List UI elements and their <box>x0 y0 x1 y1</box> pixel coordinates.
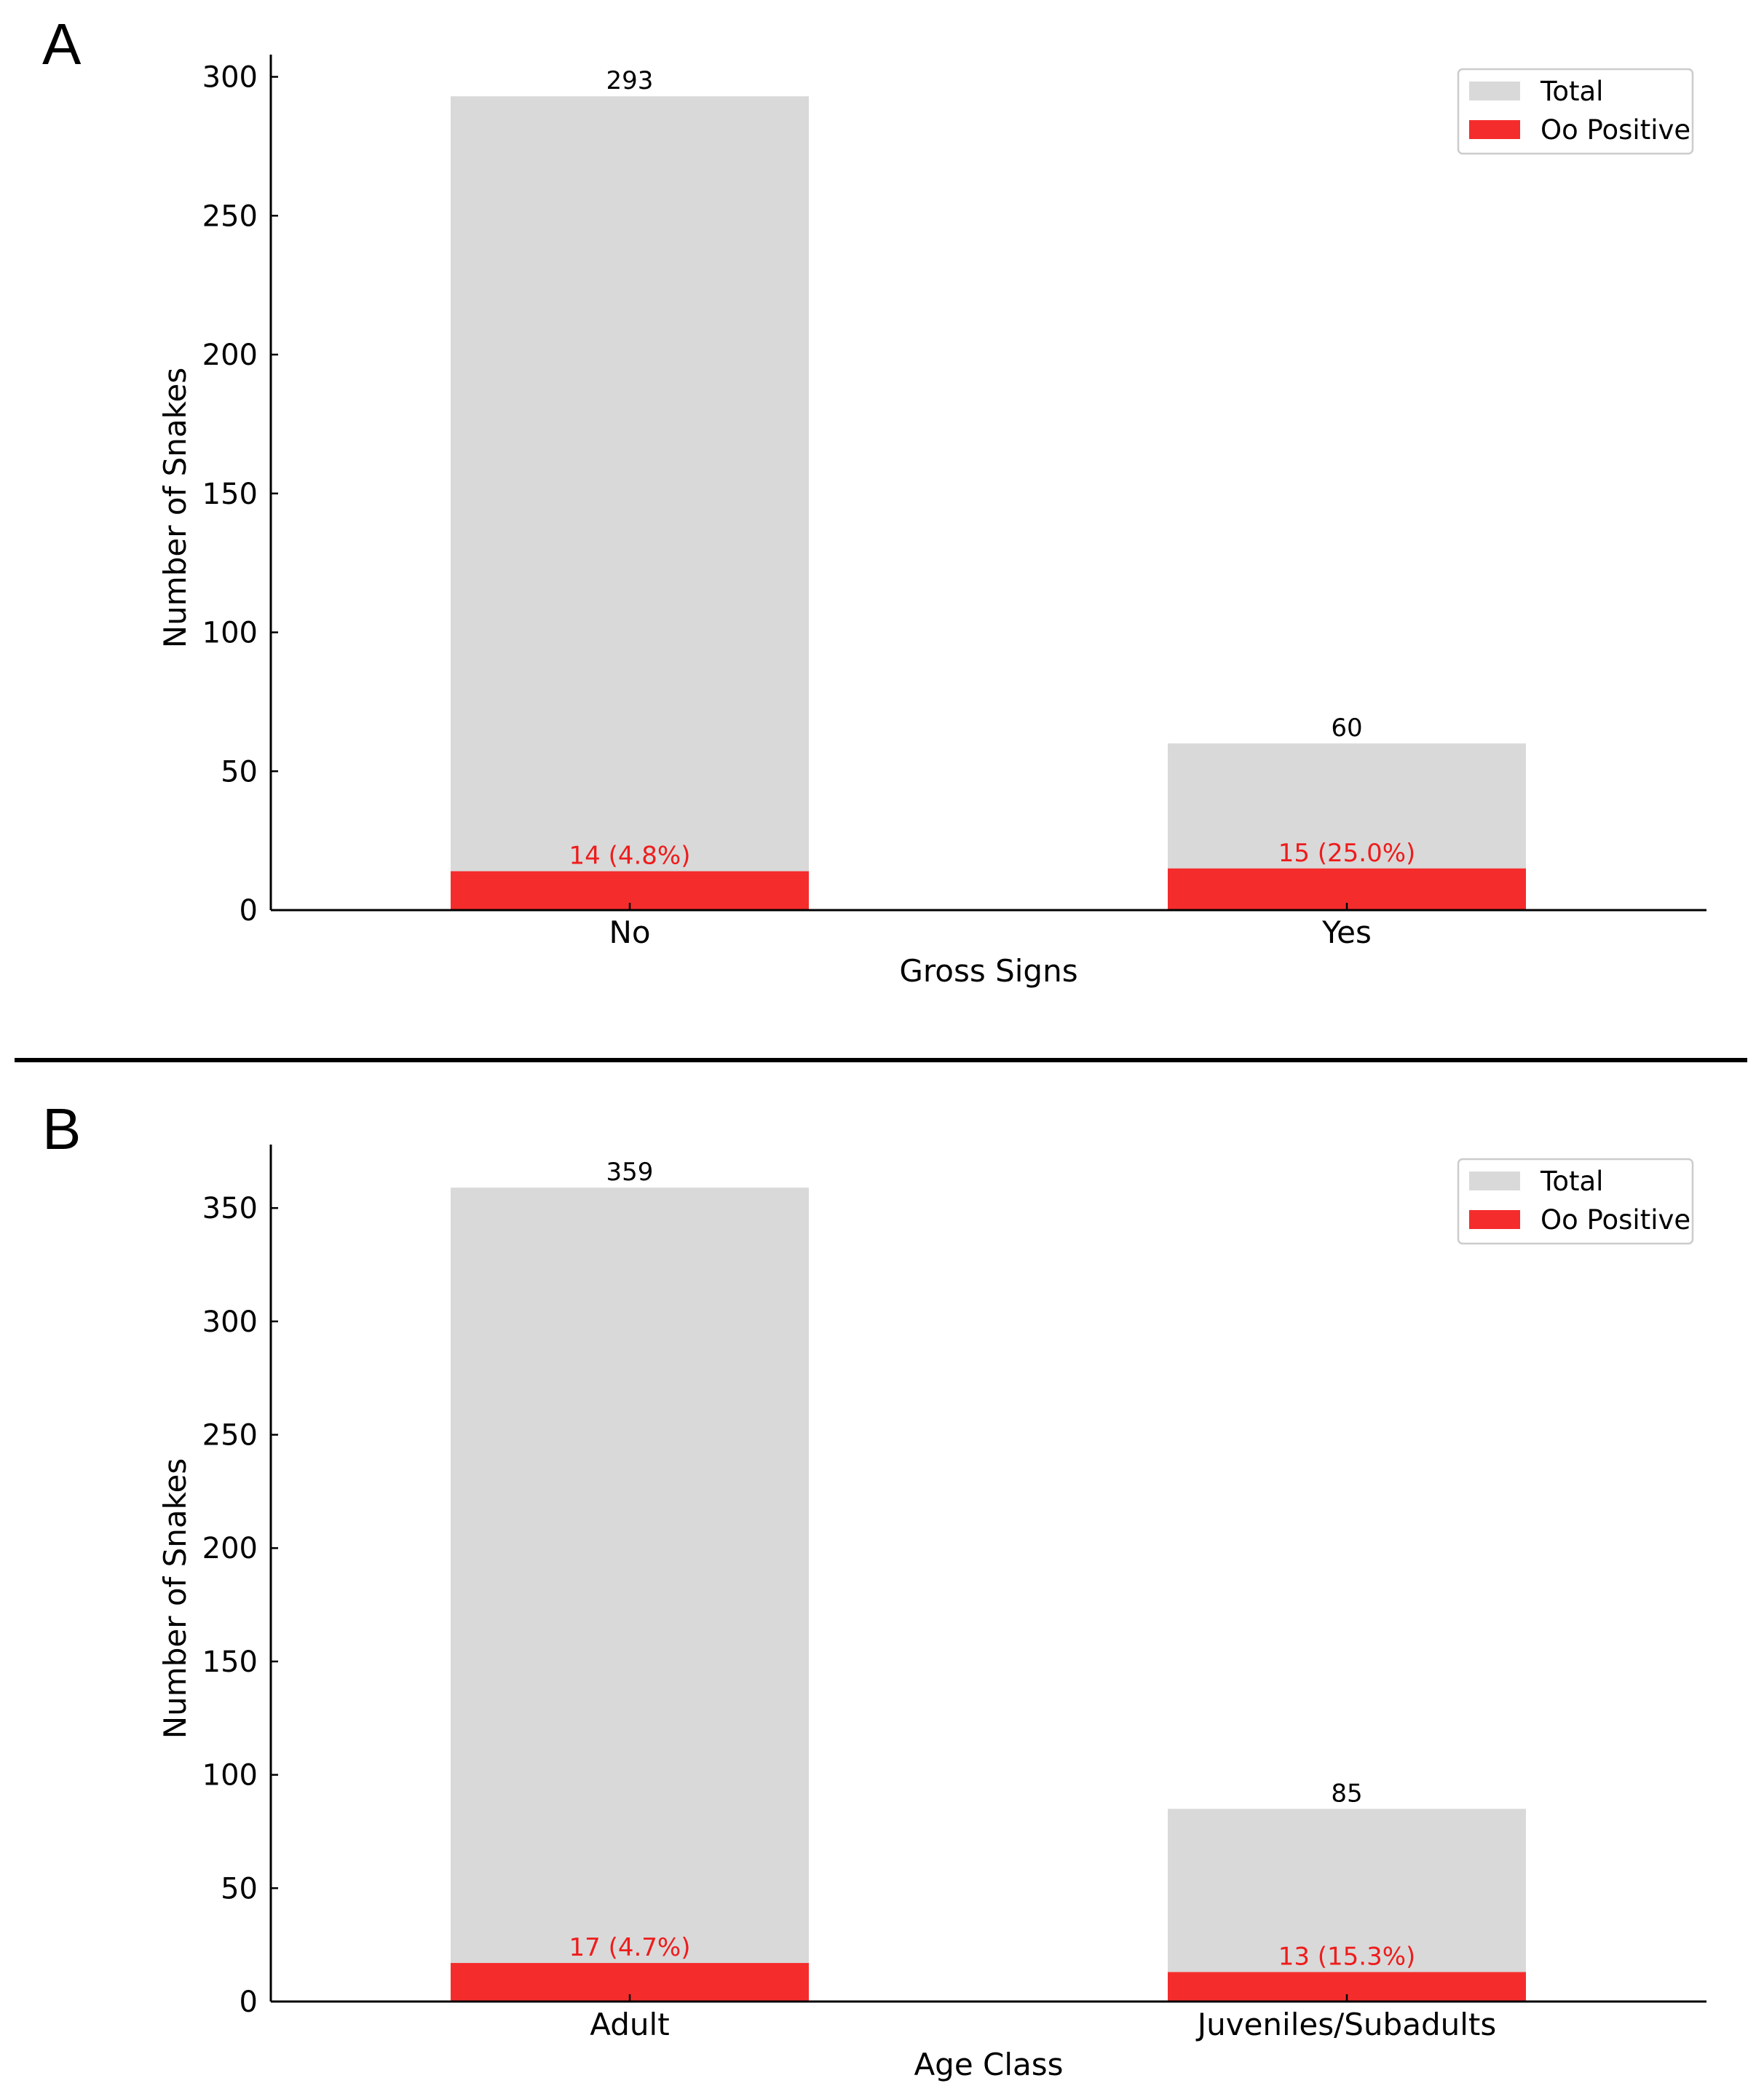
x-axis-title: Age Class <box>914 2047 1063 2082</box>
y-axis-title: Number of Snakes <box>157 1458 193 1739</box>
bar-total-no <box>451 96 809 911</box>
legend-label: Total <box>1540 76 1603 107</box>
legend-swatch-total <box>1469 82 1520 100</box>
bar-total-juveniles-subadults <box>1168 1809 1526 2002</box>
legend: Total Oo Positive <box>1457 1158 1694 1245</box>
data-label-positive: 15 (25.0%) <box>1278 839 1416 868</box>
panel-letter-b: B <box>42 1097 81 1161</box>
x-tick-label: No <box>609 914 650 950</box>
data-label-total: 85 <box>1331 1779 1362 1808</box>
data-label-positive: 17 (4.7%) <box>569 1933 691 1962</box>
x-axis-title: Gross Signs <box>899 953 1077 989</box>
y-tick-label: 300 <box>202 1305 258 1339</box>
legend-label: Oo Positive <box>1540 1204 1690 1236</box>
y-tick-label: 0 <box>240 1986 258 2019</box>
axes-group: Adult Juveniles/Subadults 0 50 100 150 200 250 3… <box>157 1145 1706 2082</box>
y-tick-label: 250 <box>202 1419 258 1453</box>
y-tick-label: 300 <box>202 61 258 95</box>
data-label-total: 359 <box>606 1158 654 1187</box>
legend-label: Oo Positive <box>1540 114 1690 146</box>
panel-b: B 359 17 (4.7%) 85 13 (15.3%) Adult Juvenile… <box>42 1097 1706 2082</box>
y-tick-label: 150 <box>202 1645 258 1679</box>
bars-group: 293 14 (4.8%) 60 15 (25.0%) <box>451 66 1526 911</box>
axes-group: No Yes 0 50 100 150 200 250 300 Number of Snakes G… <box>157 55 1706 989</box>
legend-swatch-positive <box>1469 120 1520 139</box>
data-label-total: 60 <box>1331 714 1362 743</box>
y-tick-label: 200 <box>202 339 258 372</box>
legend-swatch-positive <box>1469 1210 1520 1229</box>
y-tick-label: 350 <box>202 1192 258 1225</box>
data-label-positive: 13 (15.3%) <box>1278 1943 1416 1972</box>
bars-group: 359 17 (4.7%) 85 13 (15.3%) <box>451 1158 1526 2002</box>
panel-a: A 293 14 (4.8%) 60 15 (25.0%) No Yes 0 50 100 15… <box>42 12 1706 989</box>
y-tick-label: 0 <box>240 894 258 928</box>
data-label-positive: 14 (4.8%) <box>569 842 691 871</box>
y-tick-label: 50 <box>221 755 258 789</box>
x-tick-label: Adult <box>590 2007 669 2042</box>
data-label-total: 293 <box>606 66 654 95</box>
bar-total-adult <box>451 1188 809 2002</box>
legend-label: Total <box>1540 1166 1603 1197</box>
y-tick-label: 50 <box>221 1872 258 1905</box>
panel-letter-a: A <box>42 12 82 76</box>
x-tick-label: Juveniles/Subadults <box>1195 2007 1497 2042</box>
y-axis-title: Number of Snakes <box>157 368 193 648</box>
y-tick-label: 250 <box>202 199 258 233</box>
x-tick-label: Yes <box>1321 914 1372 950</box>
y-tick-label: 100 <box>202 617 258 650</box>
y-tick-label: 100 <box>202 1759 258 1793</box>
y-tick-label: 200 <box>202 1532 258 1565</box>
legend-swatch-total <box>1469 1172 1520 1190</box>
y-tick-label: 150 <box>202 478 258 511</box>
legend: Total Oo Positive <box>1457 68 1694 155</box>
